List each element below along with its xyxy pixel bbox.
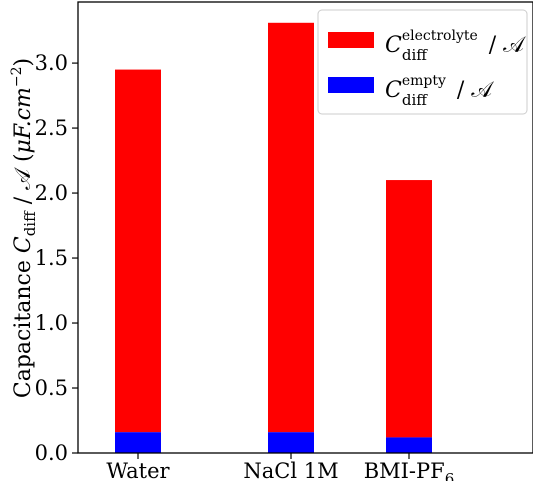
y-tick-label: 2.0 [35, 181, 68, 205]
bar-empty-nacl-1m [268, 432, 314, 453]
legend-label-electrolyte: Celectrolyte diff / 𝒜 [385, 28, 526, 64]
x-tick-label: Water [106, 459, 170, 481]
y-tick-label: 0.0 [35, 441, 68, 465]
y-tick-label: 3.0 [35, 51, 68, 75]
y-axis-title-prefix: Capacitance [11, 253, 36, 398]
y-tick-label: 1.5 [35, 246, 68, 270]
y-tick-label: 1.0 [35, 311, 68, 335]
y-axis-title-symbol: C [11, 236, 36, 253]
y-axis-title-mid: / 𝒜 ( [11, 153, 36, 211]
bar-electrolyte-bmi-pf6 [386, 180, 432, 438]
bars-group [115, 22, 432, 453]
y-axis-title-subscript: diff [21, 210, 39, 236]
bar-empty-bmi-pf6 [386, 437, 432, 453]
y-tick-label: 2.5 [35, 116, 68, 140]
legend-swatch-electrolyte [328, 32, 374, 48]
legend: Celectrolyte diff / 𝒜 Cempty diff / 𝒜 [317, 9, 528, 115]
bar-empty-water [115, 432, 161, 453]
bar-electrolyte-nacl-1m [268, 22, 314, 433]
y-ticks: 0.0 0.5 1.0 1.5 2.0 2.5 3.0 [35, 51, 78, 465]
x-tick-label: BMI-PF6 [364, 459, 455, 481]
y-axis-title: Capacitance Cdiff / 𝒜 (μF.cm−2) [9, 58, 39, 398]
y-tick-label: 0.5 [35, 376, 68, 400]
x-tick-label: NaCl 1M [243, 459, 338, 481]
plot-frame [77, 1, 533, 454]
legend-label-empty: Cempty diff / 𝒜 [385, 73, 494, 109]
bar-electrolyte-water [115, 69, 161, 433]
y-axis-title-suffix: ) [11, 58, 36, 67]
y-axis-title-exponent: −2 [9, 66, 25, 87]
x-ticks: Water NaCl 1M BMI-PF6 [106, 453, 454, 481]
y-axis-title-unit: μF.cm [11, 87, 36, 153]
legend-swatch-empty [328, 77, 374, 93]
